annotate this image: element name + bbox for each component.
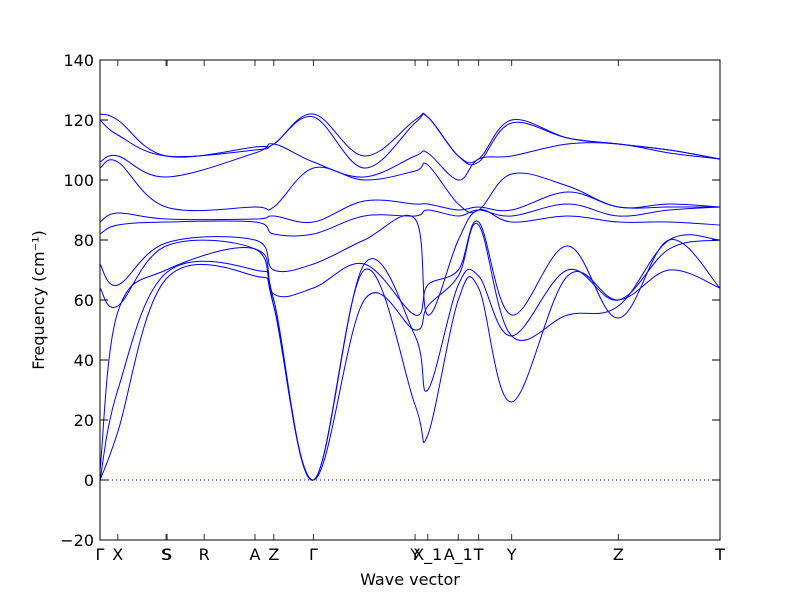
y-tick-label: 100 xyxy=(63,171,94,190)
band-6 xyxy=(99,203,721,237)
x-tick-label: X_1 xyxy=(413,545,442,565)
y-tick-label: 60 xyxy=(74,291,94,310)
band-2 xyxy=(99,239,721,481)
x-tick-label: S xyxy=(161,545,171,564)
x-axis-label: Wave vector xyxy=(360,570,460,589)
band-9 xyxy=(99,142,721,181)
y-tick-label: 80 xyxy=(74,231,94,250)
y-tick-label: 40 xyxy=(74,351,94,370)
band-4 xyxy=(99,220,721,319)
x-tick-label: T xyxy=(714,545,725,564)
plot-frame xyxy=(99,59,721,541)
x-tick-label: A xyxy=(250,545,261,564)
x-tick-label: R xyxy=(199,545,210,564)
band-7 xyxy=(99,191,720,224)
x-tick-label: A_1 xyxy=(444,545,473,565)
band-5 xyxy=(99,209,721,316)
x-tick-label: Z xyxy=(613,545,624,564)
x-tick-label: Z xyxy=(268,545,279,564)
y-tick-label: 20 xyxy=(74,411,94,430)
y-axis-label: Frequency (cm⁻¹) xyxy=(29,230,48,369)
band-1 xyxy=(99,263,721,481)
x-tick-label: X xyxy=(112,545,123,564)
x-tick-label: S xyxy=(162,545,172,564)
y-tick-label: 0 xyxy=(84,471,94,490)
y-ticks: −20 0 20 40 60 80 100 120 140 xyxy=(60,51,720,550)
x-ticks: Γ X SS R A Z Γ YX_1 A_1 T Y Z T xyxy=(96,60,725,565)
y-tick-label: −20 xyxy=(60,531,94,550)
plot-area: Γ X SS R A Z Γ YX_1 A_1 T Y Z T −2002040608010012014… xyxy=(60,51,725,565)
band-8 xyxy=(99,159,721,214)
band-11 xyxy=(99,112,721,164)
y-tick-label: 140 xyxy=(63,51,94,70)
x-tick-label: T xyxy=(473,545,484,564)
y-tick-label: 120 xyxy=(63,111,94,130)
band-3 xyxy=(99,222,721,481)
x-tick-label: Γ xyxy=(309,545,318,564)
x-tick-label: Y xyxy=(506,545,517,564)
bands xyxy=(99,112,721,481)
x-tick-label: Γ xyxy=(96,545,105,564)
x-tick-label: Y xyxy=(409,545,420,564)
